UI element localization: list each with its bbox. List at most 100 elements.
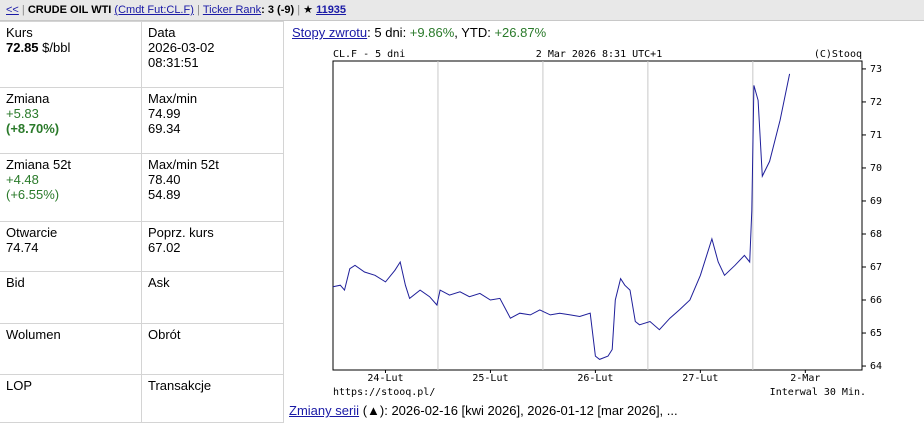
table-cell: Zmiana +5.83 (+8.70%) xyxy=(0,87,142,154)
table-row: Zmiana +5.83 (+8.70%) Max/min 74.99 69.34 xyxy=(0,87,284,154)
cell-value: (+6.55%) xyxy=(6,187,60,202)
cell-value: 72.85 xyxy=(6,40,39,55)
table-row: Wolumen Obrót xyxy=(0,323,284,375)
y-tick-label: 69 xyxy=(870,196,882,207)
y-tick-label: 67 xyxy=(870,262,882,273)
x-tick-label: 24-Lut xyxy=(367,373,403,384)
price-line xyxy=(332,73,791,360)
table-row: Otwarcie 74.74 Poprz. kurs 67.02 xyxy=(0,221,284,272)
back-link[interactable]: << xyxy=(6,4,19,17)
cell-label: Data xyxy=(148,25,176,40)
cell-line: 08:31:51 xyxy=(148,55,277,70)
cell-line: 67.02 xyxy=(148,240,277,255)
y-tick-label: 68 xyxy=(870,229,882,240)
cell-value: 2026-03-02 xyxy=(148,40,215,55)
chart-subtitle: 2 Mar 2026 8:31 UTC+1 xyxy=(536,49,662,60)
top-bar: << | CRUDE OIL WTI (Cmdt Fut:CL.F) | Tic… xyxy=(0,0,924,21)
star-count[interactable]: 11935 xyxy=(316,4,347,17)
cell-value: 54.89 xyxy=(148,187,181,202)
x-tick-label: 25-Lut xyxy=(472,373,508,384)
x-tick-label: 2-Mar xyxy=(790,373,820,384)
cell-label: Obrót xyxy=(148,327,181,342)
table-cell: Otwarcie 74.74 xyxy=(0,221,142,272)
instrument-title: CRUDE OIL WTI xyxy=(27,4,112,17)
returns-part: : 5 dni: xyxy=(367,25,410,40)
cell-line: +5.83 xyxy=(6,106,135,121)
table-cell: Obrót xyxy=(141,323,284,375)
cell-label: Max/min xyxy=(148,91,198,106)
table-row: LOP Transakcje xyxy=(0,374,284,423)
table-cell: Poprz. kurs 67.02 xyxy=(141,221,284,272)
returns-part: +26.87% xyxy=(494,25,547,40)
star: ★ xyxy=(303,4,313,17)
table-cell: Wolumen xyxy=(0,323,142,375)
chart: CL.F - 5 dni 2 Mar 2026 8:31 UTC+1 (C)St… xyxy=(332,49,882,398)
y-tick-label: 66 xyxy=(870,295,882,306)
quote-table: Kurs 72.85 $/bbl Data 2026-03-02 08:31:51 Zmi… xyxy=(0,21,284,423)
cell-value: 78.40 xyxy=(148,172,181,187)
y-tick-label: 70 xyxy=(870,163,882,174)
chart-note: Interwal 30 Min. xyxy=(770,387,866,398)
table-cell: Kurs 72.85 $/bbl xyxy=(0,21,142,88)
cell-label: Poprz. kurs xyxy=(148,225,214,240)
table-cell: Bid xyxy=(0,271,142,324)
divider xyxy=(283,21,284,423)
cell-line: 72.85 $/bbl xyxy=(6,40,135,55)
table-cell: Ask xyxy=(141,271,284,324)
cell-value: $/bbl xyxy=(38,40,71,55)
cell-line: 74.74 xyxy=(6,240,135,255)
cell-value: 69.34 xyxy=(148,121,181,136)
table-cell: LOP xyxy=(0,374,142,423)
cell-label: Kurs xyxy=(6,25,33,40)
cell-label: LOP xyxy=(6,378,33,393)
rank-link[interactable]: Ticker Rank xyxy=(202,4,262,17)
table-row: Zmiana 52t +4.48 (+6.55%) Max/min 52t 78.40 5… xyxy=(0,153,284,222)
cell-value: +4.48 xyxy=(6,172,39,187)
cell-line: 54.89 xyxy=(148,187,277,202)
table-cell: Data 2026-03-02 08:31:51 xyxy=(141,21,284,88)
returns-link[interactable]: Stopy zwrotu xyxy=(292,25,368,40)
returns-part: , YTD: xyxy=(454,25,495,40)
chart-credit: (C)Stooq xyxy=(814,49,862,60)
y-tick-label: 72 xyxy=(870,97,882,108)
series-changes: Zmiany serii (▲): 2026-02-16 [kwi 2026],… xyxy=(289,403,678,418)
table-cell: Transakcje xyxy=(141,374,284,423)
y-tick-label: 71 xyxy=(870,130,882,141)
cell-line: 69.34 xyxy=(148,121,277,136)
rank: : 3 (-9) xyxy=(261,4,295,17)
cell-label: Transakcje xyxy=(148,378,212,393)
cell-line: (+6.55%) xyxy=(6,187,135,202)
returns: Stopy zwrotu: 5 dni: +9.86%, YTD: +26.87… xyxy=(292,25,546,40)
y-tick-label: 65 xyxy=(870,328,882,339)
cell-label: Bid xyxy=(6,275,25,290)
cell-label: Wolumen xyxy=(6,327,61,342)
cell-line: +4.48 xyxy=(6,172,135,187)
series-changes-link[interactable]: Zmiany serii xyxy=(289,403,360,418)
cell-label: Ask xyxy=(148,275,170,290)
cell-value: 74.74 xyxy=(6,240,39,255)
cell-line: (+8.70%) xyxy=(6,121,135,136)
cell-value: 74.99 xyxy=(148,106,181,121)
y-tick-label: 64 xyxy=(870,361,882,372)
table-cell: Zmiana 52t +4.48 (+6.55%) xyxy=(0,153,142,222)
series-changes-text: (▲): 2026-02-16 [kwi 2026], 2026-01-12 [… xyxy=(359,403,678,418)
cell-line: 74.99 xyxy=(148,106,277,121)
cell-label: Otwarcie xyxy=(6,225,58,240)
symbol-link[interactable]: (Cmdt Fut:CL.F) xyxy=(114,4,194,17)
cell-label: Zmiana 52t xyxy=(6,157,72,172)
chart-title: CL.F - 5 dni xyxy=(333,49,405,60)
cell-value: +5.83 xyxy=(6,106,39,121)
x-tick-label: 27-Lut xyxy=(682,373,718,384)
cell-value: 67.02 xyxy=(148,240,181,255)
cell-label: Max/min 52t xyxy=(148,157,219,172)
returns-part: +9.86% xyxy=(409,25,455,40)
table-cell: Max/min 74.99 69.34 xyxy=(141,87,284,154)
table-row: Bid Ask xyxy=(0,271,284,324)
x-tick-label: 26-Lut xyxy=(577,373,613,384)
cell-label: Zmiana xyxy=(6,91,50,106)
chart-source: https://stooq.pl/ xyxy=(333,387,435,398)
plot-area xyxy=(332,60,863,371)
cell-value: 08:31:51 xyxy=(148,55,199,70)
cell-line: 2026-03-02 xyxy=(148,40,277,55)
